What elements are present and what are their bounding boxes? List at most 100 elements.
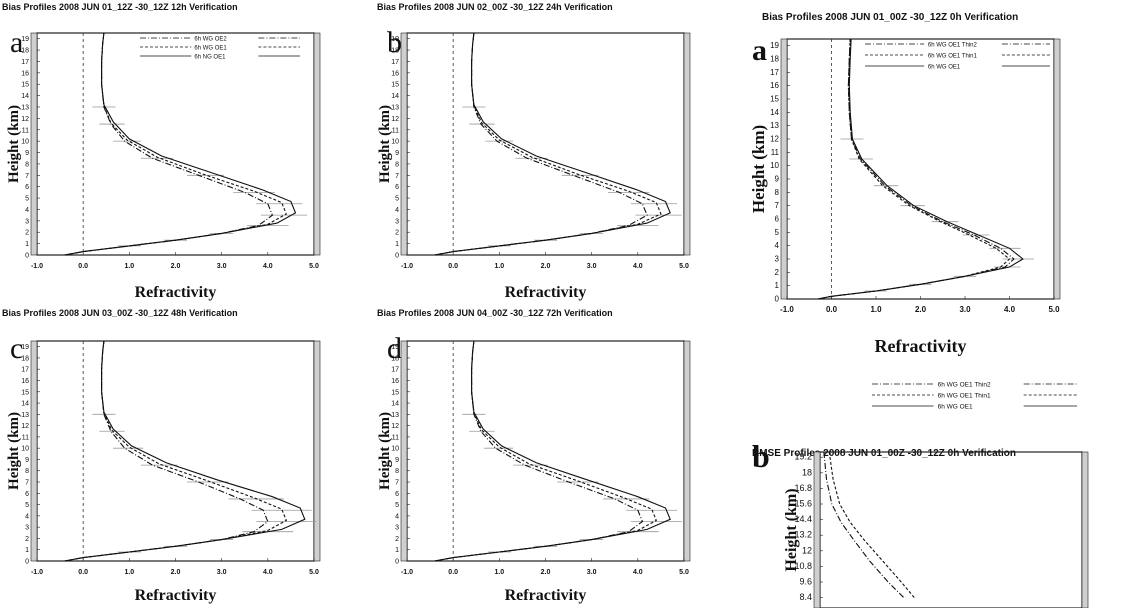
- y-tick-label: 16: [770, 81, 779, 90]
- x-tick-label: 4.0: [633, 263, 643, 270]
- x-tick-label: 1.0: [494, 569, 504, 576]
- y-tick-label: 8: [775, 188, 780, 197]
- y-tick-label: 3: [775, 255, 780, 264]
- y-tick-label: 15: [21, 389, 29, 396]
- y-tick-label: 14: [391, 401, 399, 408]
- series-line: [434, 32, 671, 256]
- x-axis-label: Refractivity: [505, 587, 587, 604]
- frame-bar-left: [813, 451, 821, 608]
- y-tick-label: 18: [21, 355, 29, 362]
- y-tick-label: 3: [395, 218, 399, 225]
- y-tick-label: 13: [21, 105, 29, 112]
- x-tick-label: 0.0: [448, 263, 458, 270]
- x-tick-label: 5.0: [309, 569, 319, 576]
- y-tick-label: 8: [395, 468, 399, 475]
- y-tick-label: 7: [775, 201, 780, 210]
- y-tick-label: 7: [395, 173, 399, 180]
- series-line: [64, 32, 274, 256]
- y-tick-label: 14: [21, 401, 29, 408]
- y-tick-label: 3: [25, 218, 29, 225]
- series-line: [817, 38, 1015, 300]
- x-tick-label: 1.0: [124, 569, 134, 576]
- y-tick-label: 13: [21, 412, 29, 419]
- panel-label: b: [387, 26, 402, 59]
- y-tick-label: 10: [391, 139, 399, 146]
- x-tick-label: 4.0: [263, 569, 273, 576]
- y-tick-label: 16: [21, 378, 29, 385]
- y-tick-label: 1: [395, 241, 399, 248]
- legend-entry: 6h WG OE1 Thin1: [928, 54, 978, 60]
- x-axis-label: Refractivity: [135, 284, 217, 301]
- y-tick-label: 5: [395, 196, 399, 203]
- y-tick-label: 10: [21, 446, 29, 453]
- y-tick-label: 5: [25, 502, 29, 509]
- panel-label: a: [10, 26, 24, 59]
- y-tick-label: 0: [25, 559, 29, 566]
- y-tick-label: 10: [770, 161, 779, 170]
- y-tick-label: 2: [775, 268, 780, 277]
- y-tick-label: 11: [392, 127, 399, 134]
- y-tick-label: 2: [25, 536, 29, 543]
- x-tick-label: -1.0: [31, 569, 43, 576]
- series-line: [434, 340, 671, 562]
- y-tick-label: 19: [770, 41, 779, 50]
- y-tick-label: 10: [391, 446, 399, 453]
- y-axis-label: Height (km): [749, 125, 768, 213]
- frame-bar-right: [1081, 451, 1089, 608]
- x-tick-label: 4.0: [263, 263, 273, 270]
- panel-label: b: [752, 438, 770, 474]
- plot-frame: [819, 451, 1083, 608]
- y-tick-label: 17: [770, 68, 779, 77]
- series-line: [434, 340, 644, 562]
- y-tick-label: 7: [25, 173, 29, 180]
- y-tick-label: 12: [802, 545, 812, 555]
- y-tick-label: 5: [25, 196, 29, 203]
- y-tick-label: 19.2: [794, 452, 812, 462]
- y-tick-label: 1: [395, 547, 399, 554]
- y-tick-label: 16.8: [794, 483, 812, 493]
- y-tick-label: 7: [25, 480, 29, 487]
- y-tick-label: 8: [25, 161, 29, 168]
- x-axis-label: Refractivity: [875, 336, 967, 356]
- chart-panel-d-72h: Bias Profiles 2008 JUN 04_00Z -30_12Z 72…: [375, 306, 735, 608]
- y-tick-label: 6: [25, 491, 29, 498]
- y-tick-label: 17: [21, 59, 29, 66]
- frame-bar-right: [313, 32, 321, 256]
- legend-entry: 6h NG OE1: [194, 55, 226, 61]
- x-tick-label: 2.0: [171, 263, 181, 270]
- x-tick-label: -1.0: [31, 263, 43, 270]
- y-tick-label: 12: [391, 116, 399, 123]
- y-tick-label: 18: [391, 355, 399, 362]
- y-tick-label: 12: [21, 116, 29, 123]
- y-tick-label: 4: [395, 513, 399, 520]
- x-tick-label: 3.0: [587, 263, 597, 270]
- x-tick-label: 1.0: [870, 305, 882, 314]
- y-axis-label: Height (km): [6, 412, 22, 490]
- x-tick-label: 5.0: [679, 263, 689, 270]
- series-line: [64, 340, 287, 562]
- legend-entry: 6h WG OE2: [194, 37, 227, 43]
- frame-bar-left: [400, 32, 408, 256]
- y-tick-label: 8.4: [799, 592, 812, 602]
- frame-bar-left: [400, 340, 408, 562]
- x-tick-label: 3.0: [217, 569, 227, 576]
- panel-label: c: [10, 332, 24, 365]
- y-tick-label: 9: [395, 457, 399, 464]
- chart-title: Bias Profiles 2008 JUN 01_00Z -30_12Z 0h…: [762, 12, 1019, 23]
- x-tick-label: -1.0: [401, 263, 413, 270]
- frame-bar-right: [313, 340, 321, 562]
- y-tick-label: 16: [391, 70, 399, 77]
- y-tick-label: 14.4: [794, 514, 812, 524]
- y-tick-label: 15: [21, 82, 29, 89]
- y-tick-label: 1: [25, 241, 29, 248]
- y-tick-label: 18: [770, 55, 779, 64]
- x-axis-label: Refractivity: [135, 587, 217, 604]
- y-tick-label: 0: [25, 253, 29, 260]
- y-tick-label: 9: [775, 175, 780, 184]
- y-tick-label: 2: [395, 230, 399, 237]
- y-tick-label: 9: [25, 150, 29, 157]
- y-tick-label: 2: [25, 230, 29, 237]
- y-tick-label: 0: [775, 295, 780, 304]
